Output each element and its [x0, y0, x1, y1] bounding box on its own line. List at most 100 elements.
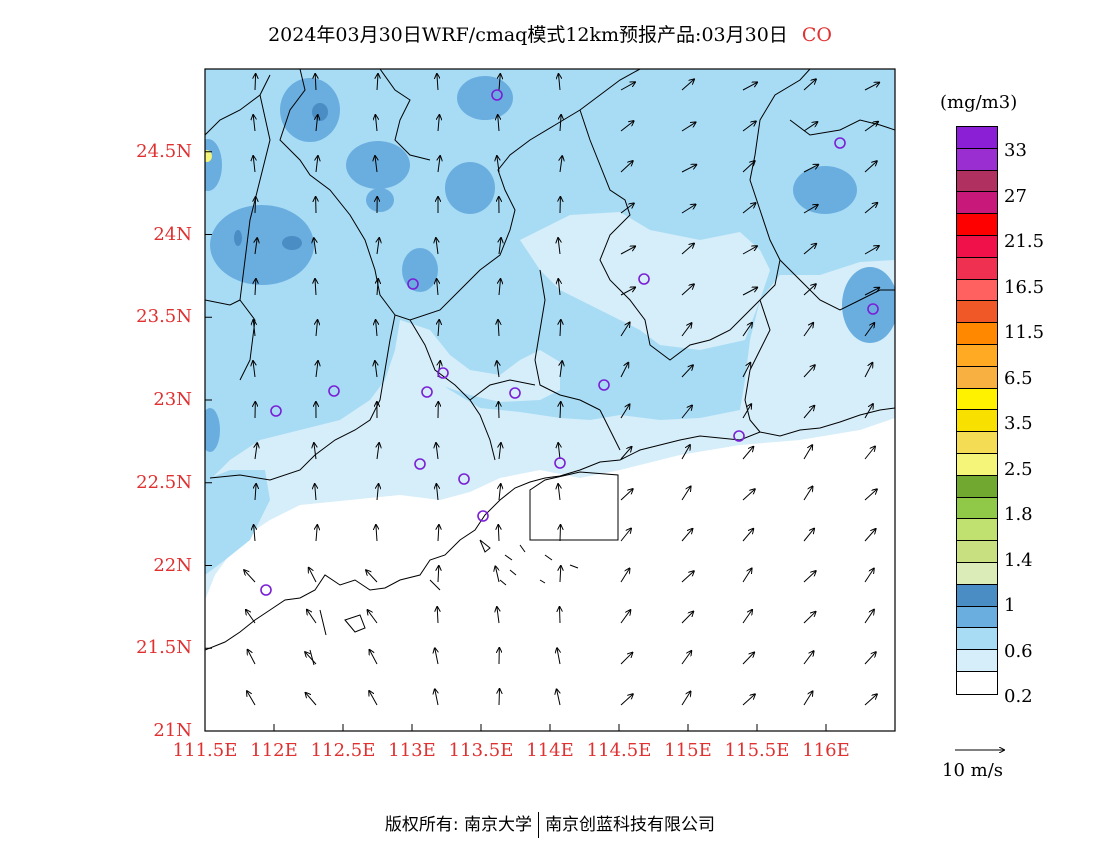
- wind-arrow: [438, 115, 439, 132]
- wind-arrow: [681, 445, 690, 460]
- wind-arrow: [244, 570, 256, 583]
- wind-arrow: [742, 323, 752, 337]
- wind-arrow: [742, 653, 754, 665]
- level-1-blob: [280, 78, 340, 142]
- wind-arrow: [558, 279, 560, 296]
- lon-label: 113E: [388, 740, 436, 761]
- lat-label: 21.5N: [136, 637, 192, 659]
- wind-arrow: [803, 122, 817, 132]
- legend-label: 2.5: [1004, 458, 1033, 480]
- wind-arrow: [316, 361, 318, 378]
- province-border: [279, 69, 641, 321]
- station-marker: [421, 386, 433, 398]
- wind-arrow: [742, 121, 756, 132]
- wind-arrow: [864, 447, 875, 460]
- wind-arrow: [803, 284, 816, 296]
- wind-arrow: [435, 648, 438, 665]
- legend-swatch: [957, 475, 997, 498]
- wind-arrow: [560, 115, 561, 132]
- station-marker: [509, 387, 521, 399]
- wind-arrow: [681, 323, 692, 337]
- level-high-spot: [205, 150, 212, 162]
- wind-arrow: [314, 443, 316, 460]
- lon-label: 112E: [250, 740, 298, 761]
- wind-arrow: [560, 607, 561, 624]
- legend-label: 1: [1004, 595, 1016, 616]
- wind-arrow: [497, 361, 499, 378]
- level-1-blob: [210, 205, 314, 285]
- wind-arrow: [315, 484, 316, 501]
- legend-swatch: [957, 192, 997, 215]
- legend-label: 1.4: [1004, 549, 1033, 571]
- station-marker: [328, 385, 340, 397]
- wind-arrow: [864, 246, 879, 255]
- wind-arrow: [742, 288, 757, 296]
- wind-arrow: [438, 320, 439, 337]
- wind-arrow: [864, 652, 876, 665]
- wind-arrow: [681, 571, 694, 583]
- lon-label: 111.5E: [172, 740, 238, 761]
- coastline: [205, 407, 895, 651]
- level-1-blob: [457, 76, 513, 120]
- wind-arrow: [864, 203, 877, 214]
- wind-arrow: [377, 443, 379, 460]
- wind-arrow: [368, 610, 378, 624]
- wind-arrow: [253, 156, 255, 173]
- wind-arrow: [254, 525, 255, 542]
- station-marker: [407, 278, 419, 290]
- wind-arrow: [375, 361, 377, 378]
- wind-arrow: [255, 443, 257, 460]
- wind-arrow: [803, 205, 818, 214]
- legend-swatch: [957, 344, 997, 367]
- wind-arrow: [620, 404, 630, 419]
- wind-arrow: [307, 610, 317, 624]
- wind-arrow: [314, 238, 316, 255]
- wind-arrow: [436, 443, 438, 460]
- wind-reference-label: 10 m/s: [942, 760, 1003, 781]
- wind-arrow: [557, 689, 560, 706]
- wind-arrow: [681, 529, 692, 542]
- wind-arrow: [803, 445, 812, 460]
- species-label: CO: [801, 24, 832, 46]
- wind-arrow: [255, 238, 257, 255]
- wind-arrow: [742, 529, 753, 542]
- level-1-blob: [445, 162, 495, 214]
- wind-arrow: [499, 238, 501, 255]
- wind-arrow: [255, 197, 256, 214]
- wind-arrow: [498, 115, 499, 132]
- wind-arrow: [253, 320, 255, 337]
- level-1-blob: [402, 248, 438, 292]
- legend-label: 33: [1004, 140, 1027, 161]
- legend-swatch: [957, 388, 997, 411]
- wind-arrow: [742, 161, 755, 173]
- wind-arrow: [560, 525, 561, 542]
- wind-arrow: [620, 121, 634, 132]
- legend-swatch: [957, 170, 997, 193]
- station-marker: [834, 137, 846, 149]
- wind-arrow: [803, 487, 813, 501]
- wind-arrow: [499, 279, 501, 296]
- wind-arrow: [436, 484, 438, 501]
- lat-label: 23.5N: [136, 306, 192, 328]
- lat-label: 22.5N: [136, 471, 192, 493]
- wind-arrow: [315, 74, 316, 91]
- lon-label: 112.5E: [310, 740, 376, 761]
- wind-arrow: [681, 284, 694, 296]
- wind-arrow: [742, 82, 757, 91]
- wind-arrow: [620, 447, 632, 460]
- lon-label: 114.5E: [586, 740, 652, 761]
- legend-label: 6.5: [1004, 367, 1033, 389]
- wind-arrow: [864, 610, 874, 624]
- province-border: [209, 314, 396, 481]
- copyright-right: 南京创蓝科技有限公司: [545, 815, 716, 835]
- wind-arrow: [315, 279, 316, 296]
- level-1.4-blob: [312, 103, 328, 121]
- wind-arrow: [742, 447, 753, 460]
- wind-arrow: [742, 404, 751, 419]
- wind-arrow: [803, 571, 816, 583]
- level-1-blob: [842, 267, 895, 343]
- station-marker: [554, 457, 566, 469]
- level-1-blob: [205, 139, 222, 191]
- station-marker: [270, 405, 282, 417]
